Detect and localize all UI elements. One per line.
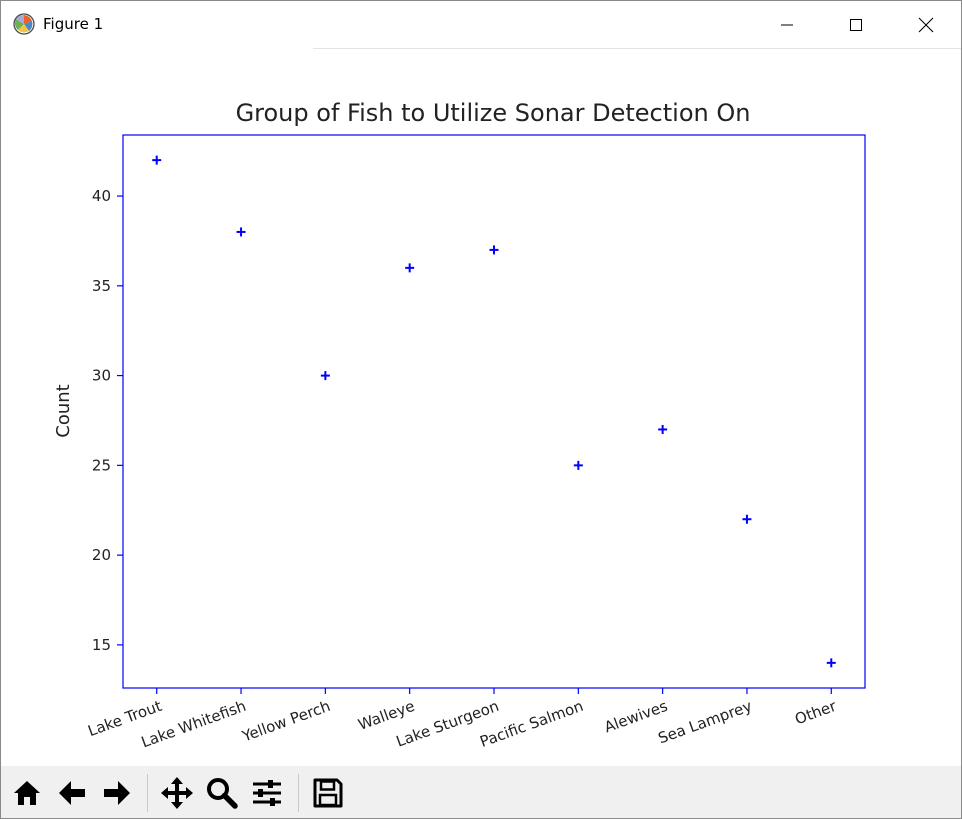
minimize-icon — [781, 24, 793, 26]
data-point — [658, 424, 668, 434]
minimize-button[interactable] — [764, 1, 810, 49]
home-button[interactable] — [8, 772, 46, 814]
data-point — [236, 227, 246, 237]
pan-button[interactable] — [158, 772, 196, 814]
y-tick-label: 30 — [92, 367, 111, 385]
save-icon — [313, 778, 343, 808]
data-point — [320, 371, 330, 381]
y-tick-label: 40 — [92, 187, 111, 205]
save-button[interactable] — [309, 772, 347, 814]
maximize-button[interactable] — [833, 1, 879, 49]
home-icon — [14, 781, 40, 805]
figure-canvas[interactable]: Group of Fish to Utilize Sonar Detection… — [1, 49, 961, 766]
back-button[interactable] — [53, 772, 91, 814]
x-tick-label: Other — [792, 697, 839, 729]
window-title: Figure 1 — [43, 15, 104, 33]
maximize-icon — [850, 19, 862, 31]
x-tick-label: Sea Lamprey — [656, 697, 755, 748]
y-tick-label: 20 — [92, 546, 111, 564]
configure-subplots-icon — [253, 780, 281, 806]
data-point — [826, 658, 836, 668]
navigation-toolbar — [1, 766, 961, 818]
title-bar[interactable]: Figure 1 — [1, 1, 961, 49]
zoom-icon — [207, 778, 238, 809]
close-button[interactable] — [903, 1, 949, 49]
data-point — [405, 263, 415, 273]
close-icon — [918, 17, 934, 33]
forward-icon — [104, 781, 130, 805]
data-point — [742, 514, 752, 524]
toolbar-separator — [298, 774, 299, 812]
chart: Group of Fish to Utilize Sonar Detection… — [53, 99, 866, 751]
chart-title: Group of Fish to Utilize Sonar Detection… — [236, 99, 751, 127]
zoom-button[interactable] — [203, 772, 241, 814]
data-point — [152, 155, 162, 165]
y-axis-label: Count — [53, 384, 74, 437]
y-tick-label: 25 — [92, 456, 111, 474]
title-divider — [313, 48, 961, 49]
configure-subplots-button[interactable] — [248, 772, 286, 814]
axes-frame — [122, 134, 866, 689]
y-tick-label: 35 — [92, 277, 111, 295]
x-tick-label: Yellow Perch — [239, 697, 333, 746]
pan-icon — [161, 777, 193, 809]
data-point — [489, 245, 499, 255]
matplotlib-icon — [13, 13, 35, 35]
forward-button[interactable] — [98, 772, 136, 814]
back-icon — [59, 781, 85, 805]
data-points — [152, 155, 836, 668]
y-tick-label: 15 — [92, 636, 111, 654]
data-point — [573, 460, 583, 470]
y-axis: 15 20 25 30 35 40 — [92, 187, 123, 654]
toolbar-separator — [147, 774, 148, 812]
